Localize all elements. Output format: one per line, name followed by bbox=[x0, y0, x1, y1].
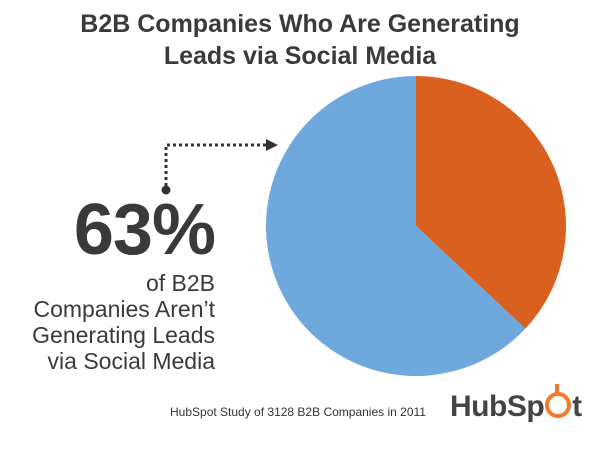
sprocket-icon bbox=[545, 384, 572, 418]
pie-slices bbox=[266, 76, 567, 376]
callout: 63% of B2B Companies Aren’t Generating L… bbox=[32, 190, 216, 374]
pie-slice-1 bbox=[266, 76, 526, 376]
pointer-dot bbox=[161, 185, 171, 195]
pointer-arrowhead bbox=[266, 139, 278, 151]
title-line-2: Leads via Social Media bbox=[163, 42, 437, 70]
title-line-1: B2B Companies Who Are Generating bbox=[80, 10, 520, 38]
logo-text-before: HubSp bbox=[450, 390, 545, 423]
hubspot-logo: HubSp t bbox=[450, 384, 582, 424]
callout-line-1: of B2B bbox=[145, 270, 215, 296]
chart-title: B2B Companies Who Are Generating Leads v… bbox=[0, 8, 600, 72]
source-note: HubSpot Study of 3128 B2B Companies in 2… bbox=[170, 405, 426, 419]
callout-line-2: Companies Aren’t bbox=[33, 296, 215, 322]
callout-pointer bbox=[161, 139, 278, 195]
logo-text-after: t bbox=[572, 390, 582, 423]
callout-line-3: Generating Leads bbox=[32, 322, 215, 348]
pointer-line bbox=[164, 143, 266, 186]
callout-value: 63% bbox=[73, 190, 216, 270]
callout-line-4: via Social Media bbox=[47, 348, 215, 374]
pie-slice-0 bbox=[416, 76, 567, 329]
